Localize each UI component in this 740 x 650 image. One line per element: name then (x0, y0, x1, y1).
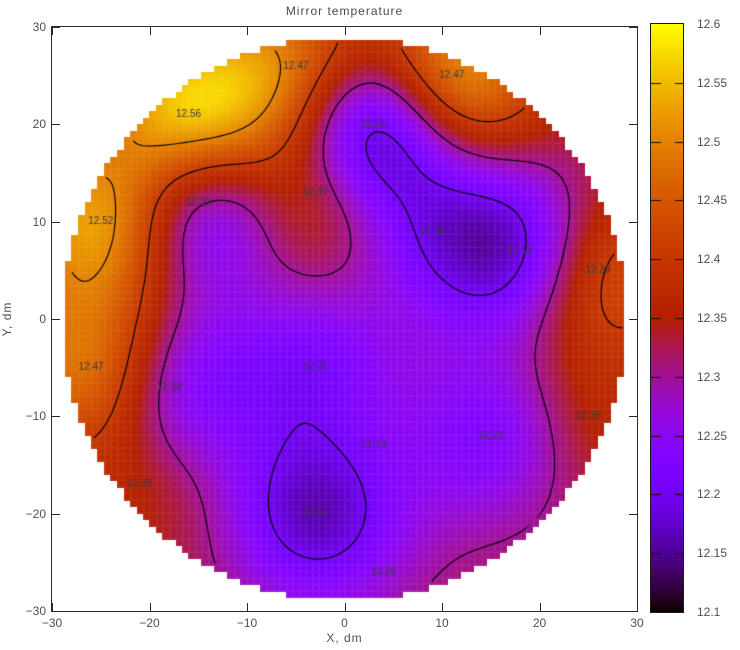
y-tick-mark-left (52, 222, 60, 223)
y-tick-label: −30 (25, 604, 46, 618)
x-tick-mark-bottom (540, 603, 541, 611)
y-tick-mark-left (52, 124, 60, 125)
heatmap-canvas (52, 27, 637, 611)
x-tick-label: 20 (532, 616, 547, 630)
x-tick-mark-bottom (150, 603, 151, 611)
plot-area (51, 26, 638, 612)
y-tick-mark-left (52, 27, 60, 28)
colorbar-tick-label: 12.1 (697, 605, 721, 619)
y-tick-mark-left (52, 319, 60, 320)
x-tick-mark-top (345, 27, 346, 35)
y-tick-mark-left (52, 611, 60, 612)
y-tick-mark-right (629, 416, 637, 417)
y-tick-label: −20 (25, 506, 46, 521)
y-tick-mark-left (52, 416, 60, 417)
x-tick-mark-bottom (345, 603, 346, 611)
x-tick-mark-top (637, 27, 638, 35)
y-tick-label: 20 (32, 117, 46, 132)
x-tick-mark-bottom (442, 603, 443, 611)
colorbar-tick-label: 12.55 (697, 75, 728, 90)
colorbar-tick-label: 12.45 (697, 193, 728, 208)
colorbar-tick-label: 12.5 (697, 134, 721, 149)
y-tick-mark-left (52, 514, 60, 515)
x-tick-label: 30 (630, 616, 644, 630)
y-tick-mark-right (629, 611, 637, 612)
x-axis-title: X, dm (326, 631, 363, 645)
y-tick-mark-right (629, 124, 637, 125)
x-tick-label: 0 (341, 616, 348, 630)
x-tick-label: 10 (435, 616, 449, 630)
colorbar-tick-label: 12.15 (697, 546, 728, 561)
x-tick-label: −20 (139, 616, 160, 630)
x-tick-mark-bottom (247, 603, 248, 611)
x-tick-mark-top (150, 27, 151, 35)
y-axis-title: Y, dm (0, 301, 14, 337)
x-tick-mark-top (52, 27, 53, 35)
y-tick-label: −10 (25, 409, 46, 424)
x-tick-mark-bottom (52, 603, 53, 611)
y-tick-label: 30 (32, 20, 46, 34)
chart-title: Mirror temperature (285, 4, 404, 18)
colorbar-tick-label: 12.4 (697, 252, 721, 267)
colorbar-tick-label: 12.3 (697, 369, 721, 384)
colorbar (650, 23, 684, 613)
y-tick-mark-right (629, 222, 637, 223)
colorbar-tick-label: 12.6 (697, 17, 721, 31)
x-tick-label: −10 (236, 616, 258, 630)
x-tick-mark-bottom (637, 603, 638, 611)
y-tick-label: 0 (39, 312, 46, 326)
x-tick-mark-top (247, 27, 248, 35)
colorbar-tick-label: 12.35 (697, 311, 728, 325)
x-tick-mark-top (442, 27, 443, 35)
colorbar-tick-label: 12.2 (697, 487, 721, 502)
y-tick-label: 10 (32, 214, 46, 229)
y-tick-mark-right (629, 514, 637, 515)
x-tick-label: −30 (41, 616, 63, 630)
x-tick-mark-top (540, 27, 541, 35)
y-tick-mark-right (629, 319, 637, 320)
y-tick-mark-right (629, 27, 637, 28)
colorbar-canvas (651, 24, 683, 612)
colorbar-tick-label: 12.25 (697, 428, 728, 443)
